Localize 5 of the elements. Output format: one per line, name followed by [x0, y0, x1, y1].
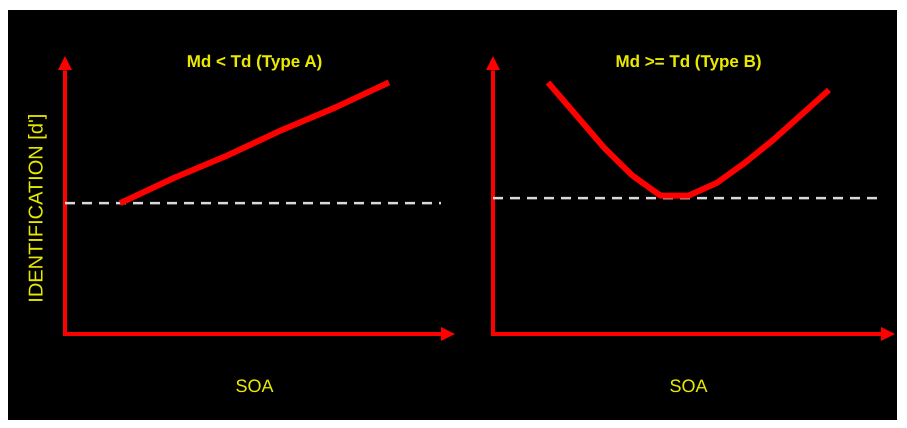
x-axis-title: SOA	[669, 376, 708, 396]
chart-title: Md >= Td (Type B)	[615, 52, 762, 71]
y-axis-title: IDENTIFICATION [d']	[26, 114, 48, 303]
x-axis-title: SOA	[235, 376, 274, 396]
chart-title: Md < Td (Type A)	[186, 52, 322, 71]
